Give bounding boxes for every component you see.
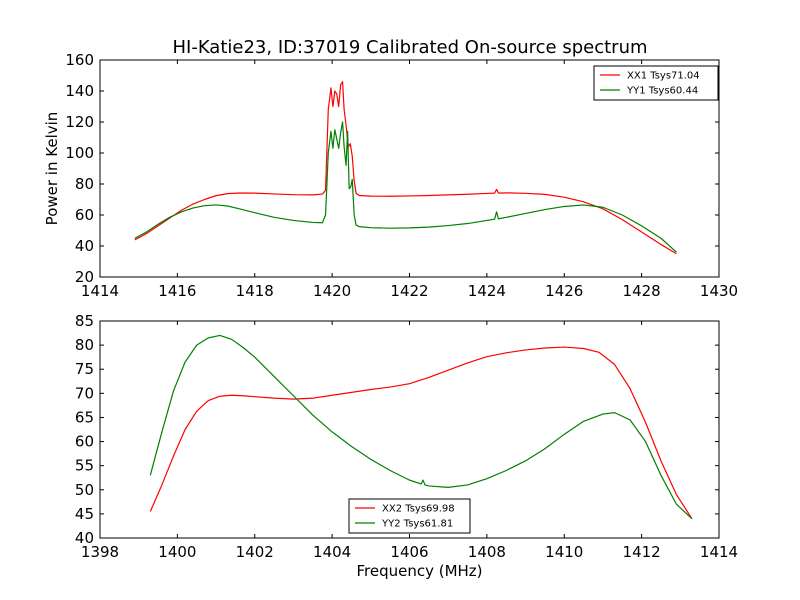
top-x-tick-label: 1414 (81, 282, 119, 300)
bottom-x-tick-label: 1412 (623, 543, 661, 561)
bottom-x-tick-label: 1414 (700, 543, 738, 561)
bottom-series-1-line (149, 346, 693, 520)
bottom-y-tick-label: 45 (75, 505, 94, 523)
bottom-x-tick-label: 1400 (158, 543, 196, 561)
bottom-y-tick-label: 75 (75, 360, 94, 378)
top-x-tick-label: 1430 (700, 282, 738, 300)
top-y-axis-label: Power in Kelvin (43, 112, 61, 226)
bottom-y-tick-label: 60 (75, 433, 94, 451)
bottom-y-tick-label: 55 (75, 457, 94, 475)
bottom-y-tick-label: 85 (75, 312, 94, 330)
top-x-tick-label: 1424 (468, 282, 506, 300)
bottom-x-tick-label: 1406 (390, 543, 428, 561)
bottom-x-tick-label: 1404 (313, 543, 351, 561)
bottom-panel: 1398 1400 1402 1404 1406 1408 1410 1412 1414 40 45… (75, 312, 738, 580)
top-x-tick-label: 1428 (623, 282, 661, 300)
top-legend-label-2: YY1 Tsys60.44 (626, 86, 698, 97)
bottom-legend-box (348, 498, 471, 534)
bottom-legend: XX2 Tsys69.98 YY2 Tsys61.81 (348, 498, 471, 534)
bottom-x-axis-label: Frequency (MHz) (356, 562, 482, 580)
top-y-tick-label: 20 (75, 268, 94, 286)
figure-title: HI-Katie23, ID:37019 Calibrated On-sourc… (172, 37, 647, 58)
top-x-tick-label: 1420 (313, 282, 351, 300)
top-series-2-line (134, 121, 677, 253)
top-legend-box (593, 65, 719, 101)
top-x-tick-label: 1422 (390, 282, 428, 300)
top-y-tick-label: 100 (65, 144, 94, 162)
top-y-tick-label: 160 (65, 51, 94, 69)
bottom-x-tick-label: 1402 (236, 543, 274, 561)
bottom-x-tick-label: 1408 (468, 543, 506, 561)
top-y-tick-label: 40 (75, 237, 94, 255)
top-y-tick-label: 60 (75, 206, 94, 224)
top-panel: 1414 1416 1418 1420 1422 1424 1426 1428 1430 20 40… (43, 51, 738, 300)
top-y-tick-label: 120 (65, 113, 94, 131)
top-y-tick-label: 80 (75, 175, 94, 193)
bottom-x-tick-label: 1410 (545, 543, 583, 561)
top-x-tick-label: 1426 (545, 282, 583, 300)
bottom-legend-label-1: XX2 Tsys69.98 (382, 504, 455, 515)
bottom-y-tick-label: 80 (75, 336, 94, 354)
bottom-y-tick-label: 70 (75, 384, 94, 402)
top-x-tick-label: 1416 (158, 282, 196, 300)
top-x-tick-label: 1418 (236, 282, 274, 300)
bottom-series-2-line (149, 334, 693, 520)
top-legend-label-1: XX1 Tsys71.04 (627, 71, 700, 82)
bottom-y-tick-label: 65 (75, 408, 94, 426)
bottom-y-tick-label: 40 (75, 529, 94, 547)
top-legend: XX1 Tsys71.04 YY1 Tsys60.44 (593, 65, 719, 101)
bottom-x-tick-label: 1398 (81, 543, 119, 561)
bottom-y-tick-label: 50 (75, 481, 94, 499)
bottom-legend-label-2: YY2 Tsys61.81 (381, 519, 453, 530)
top-y-tick-label: 140 (65, 82, 94, 100)
